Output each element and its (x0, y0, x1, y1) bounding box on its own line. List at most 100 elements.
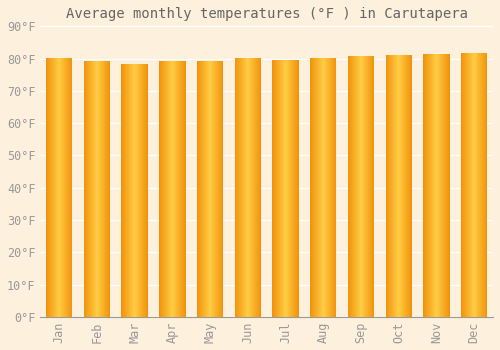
Bar (177, 61, 178, 317)
Bar (103, 61, 104, 317)
Bar (291, 60, 292, 317)
Bar (461, 53, 462, 317)
Bar (392, 55, 393, 317)
Bar (240, 58, 241, 317)
Bar (167, 61, 168, 317)
Bar (55, 58, 56, 317)
Bar (365, 56, 366, 317)
Bar (90, 61, 91, 317)
Bar (449, 54, 450, 317)
Bar (201, 62, 202, 317)
Bar (408, 55, 410, 317)
Bar (260, 58, 261, 317)
Bar (52, 58, 53, 317)
Bar (388, 55, 389, 317)
Bar (97, 61, 98, 317)
Bar (146, 64, 147, 317)
Bar (369, 56, 370, 317)
Bar (332, 58, 333, 317)
Bar (280, 60, 281, 317)
Bar (447, 54, 448, 317)
Bar (210, 62, 212, 317)
Bar (206, 62, 207, 317)
Bar (164, 61, 165, 317)
Bar (386, 55, 387, 317)
Bar (273, 60, 274, 317)
Bar (289, 60, 290, 317)
Bar (59, 58, 60, 317)
Bar (394, 55, 395, 317)
Bar (356, 56, 357, 317)
Bar (70, 58, 71, 317)
Bar (430, 54, 431, 317)
Bar (440, 54, 441, 317)
Bar (173, 61, 174, 317)
Bar (366, 56, 367, 317)
Bar (220, 62, 222, 317)
Bar (361, 56, 362, 317)
Bar (245, 58, 246, 317)
Bar (170, 61, 171, 317)
Bar (393, 55, 394, 317)
Bar (68, 58, 69, 317)
Bar (331, 58, 332, 317)
Bar (442, 54, 443, 317)
Bar (355, 56, 356, 317)
Bar (46, 58, 48, 317)
Bar (363, 56, 364, 317)
Bar (168, 61, 169, 317)
Bar (174, 61, 175, 317)
Bar (276, 60, 277, 317)
Bar (171, 61, 172, 317)
Bar (410, 55, 412, 317)
Bar (398, 55, 400, 317)
Bar (178, 61, 179, 317)
Bar (471, 53, 472, 317)
Bar (138, 64, 140, 317)
Bar (445, 54, 446, 317)
Bar (216, 62, 218, 317)
Bar (437, 54, 438, 317)
Bar (359, 56, 360, 317)
Bar (371, 56, 372, 317)
Bar (69, 58, 70, 317)
Bar (161, 61, 162, 317)
Bar (197, 62, 198, 317)
Bar (277, 60, 278, 317)
Bar (288, 60, 289, 317)
Bar (334, 58, 335, 317)
Bar (294, 60, 295, 317)
Bar (56, 58, 57, 317)
Bar (278, 60, 279, 317)
Bar (91, 61, 92, 317)
Bar (102, 61, 103, 317)
Bar (397, 55, 398, 317)
Bar (242, 58, 243, 317)
Bar (136, 64, 138, 317)
Bar (473, 53, 474, 317)
Bar (358, 56, 359, 317)
Bar (481, 53, 482, 317)
Bar (140, 64, 141, 317)
Bar (176, 61, 177, 317)
Bar (57, 58, 58, 317)
Bar (367, 56, 368, 317)
Bar (436, 54, 437, 317)
Bar (132, 64, 134, 317)
Bar (400, 55, 402, 317)
Bar (142, 64, 143, 317)
Bar (98, 61, 99, 317)
Bar (406, 55, 408, 317)
Bar (94, 61, 95, 317)
Bar (441, 54, 442, 317)
Bar (124, 64, 126, 317)
Bar (286, 60, 287, 317)
Bar (439, 54, 440, 317)
Bar (296, 60, 297, 317)
Bar (200, 62, 201, 317)
Bar (391, 55, 392, 317)
Bar (249, 58, 250, 317)
Bar (272, 60, 273, 317)
Bar (84, 61, 85, 317)
Bar (475, 53, 476, 317)
